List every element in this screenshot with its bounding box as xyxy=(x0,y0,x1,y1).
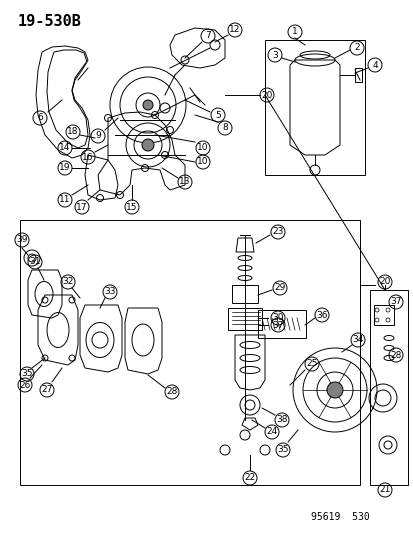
Text: 29: 29 xyxy=(274,284,285,293)
Text: 28: 28 xyxy=(389,351,401,359)
Text: 34: 34 xyxy=(351,335,363,344)
Text: 4: 4 xyxy=(371,61,377,69)
Text: 18: 18 xyxy=(67,127,78,136)
Circle shape xyxy=(326,382,342,398)
Text: 19-530B: 19-530B xyxy=(18,14,82,29)
Text: 22: 22 xyxy=(244,473,255,482)
Text: 20: 20 xyxy=(261,91,272,100)
Text: 38: 38 xyxy=(275,416,287,424)
Text: 3: 3 xyxy=(271,51,277,60)
Bar xyxy=(369,290,407,485)
Text: 5: 5 xyxy=(215,110,221,119)
Text: 25: 25 xyxy=(306,359,317,368)
Text: 7: 7 xyxy=(204,31,210,41)
Text: 33: 33 xyxy=(104,287,116,296)
Bar xyxy=(20,220,359,485)
Text: 16: 16 xyxy=(82,152,93,161)
Text: 39: 39 xyxy=(16,236,28,245)
Text: 28: 28 xyxy=(166,387,177,397)
Text: 35: 35 xyxy=(277,446,288,455)
Text: 36: 36 xyxy=(316,311,327,319)
Text: 2: 2 xyxy=(354,44,359,52)
Text: 95619  530: 95619 530 xyxy=(311,512,369,522)
Text: 23: 23 xyxy=(272,228,283,237)
Bar xyxy=(231,285,257,303)
Text: 10: 10 xyxy=(197,157,208,166)
Text: 15: 15 xyxy=(126,203,138,212)
Circle shape xyxy=(142,139,154,151)
Text: 13: 13 xyxy=(179,177,190,187)
Text: 32: 32 xyxy=(62,278,74,287)
Bar xyxy=(257,310,305,338)
Text: 31: 31 xyxy=(29,257,40,266)
Text: 17: 17 xyxy=(76,203,88,212)
Text: 1: 1 xyxy=(292,28,297,36)
Text: 24: 24 xyxy=(266,427,277,437)
Text: 19: 19 xyxy=(59,164,71,173)
Text: 21: 21 xyxy=(378,486,390,495)
Text: 35: 35 xyxy=(21,369,33,378)
Text: 26: 26 xyxy=(19,381,31,390)
Text: 6: 6 xyxy=(37,114,43,123)
Bar xyxy=(264,40,364,175)
Text: 27: 27 xyxy=(41,385,52,394)
Text: 37: 37 xyxy=(272,320,283,329)
Bar xyxy=(228,308,261,330)
Text: 14: 14 xyxy=(59,143,71,152)
Text: 10: 10 xyxy=(197,143,208,152)
Text: 20: 20 xyxy=(378,278,390,287)
Text: 12: 12 xyxy=(229,26,240,35)
Text: 30: 30 xyxy=(272,313,283,322)
Circle shape xyxy=(142,100,153,110)
Text: 9: 9 xyxy=(95,132,101,141)
Text: 11: 11 xyxy=(59,196,71,205)
Text: 8: 8 xyxy=(222,124,227,133)
Text: 37: 37 xyxy=(389,297,401,306)
